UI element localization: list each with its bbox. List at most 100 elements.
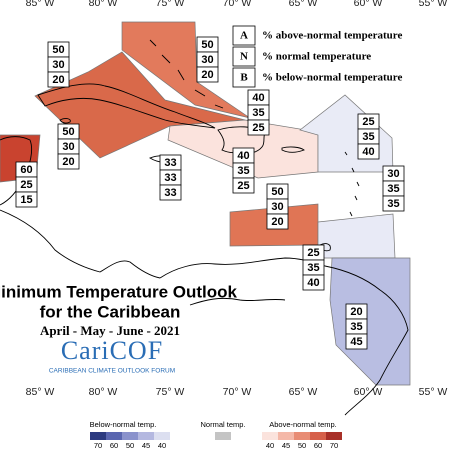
lon-label: 65° W <box>289 0 318 9</box>
probability-value: 33 <box>164 172 176 184</box>
probability-value: 33 <box>164 157 176 169</box>
probability-value: 30 <box>387 168 399 180</box>
colorbar-tick: 70 <box>94 441 102 450</box>
coastlines <box>0 39 409 416</box>
lon-label: 60° W <box>354 386 383 398</box>
probability-cell <box>232 177 255 194</box>
region-probabilities: 33 33 33 <box>159 154 182 201</box>
probability-cell <box>345 333 368 350</box>
legend-text: % above-normal temperature <box>262 30 402 42</box>
colorbar-swatch <box>90 432 106 440</box>
probability-value: 25 <box>362 116 374 128</box>
colorbar-swatch <box>310 432 326 440</box>
probability-cell <box>57 153 80 170</box>
colorbar-tick: 60 <box>110 441 118 450</box>
probability-value: 60 <box>20 164 32 176</box>
lon-label: 75° W <box>156 386 185 398</box>
legend-key: N <box>240 51 248 63</box>
colorbar-swatch <box>278 432 294 440</box>
probability-value: 20 <box>201 69 213 81</box>
region-probabilities: 40 35 25 <box>247 89 270 136</box>
colorbar-label: Above-normal temp. <box>269 420 337 429</box>
lon-label: 65° W <box>289 386 318 398</box>
region-probabilities: 40 35 25 <box>232 147 255 194</box>
probability-value: 50 <box>62 126 74 138</box>
region-probabilities: 20 35 45 <box>345 303 368 350</box>
probability-cell <box>266 213 289 230</box>
probability-value: 25 <box>20 179 32 191</box>
probability-cell <box>302 274 325 291</box>
colorbar-swatch <box>326 432 342 440</box>
colorbar-tick: 40 <box>266 441 274 450</box>
probability-value: 20 <box>52 74 64 86</box>
probability-value: 30 <box>52 59 64 71</box>
probability-value: 25 <box>252 122 264 134</box>
colorbar-tick: 60 <box>314 441 322 450</box>
lon-label: 55° W <box>419 386 448 398</box>
colorbar-swatch <box>122 432 138 440</box>
probability-value: 50 <box>52 44 64 56</box>
logo-subtitle: CARIBBEAN CLIMATE OUTLOOK FORUM <box>49 368 175 375</box>
region-probabilities: 50 30 20 <box>196 36 219 83</box>
colorbar-swatch <box>262 432 278 440</box>
zone <box>34 51 246 159</box>
probability-cell <box>382 195 405 212</box>
colorbar-swatch <box>215 432 231 440</box>
probability-value: 40 <box>307 277 319 289</box>
probability-value: 30 <box>62 141 74 153</box>
probability-value: 20 <box>350 306 362 318</box>
lon-label: 60° W <box>354 0 383 9</box>
legend-key: B <box>240 72 248 84</box>
lon-label: 80° W <box>89 386 118 398</box>
probability-value: 35 <box>387 198 399 210</box>
legend-key-box <box>232 67 256 88</box>
lon-label: 70° W <box>223 386 252 398</box>
lon-label: 85° W <box>26 386 55 398</box>
colorbar-swatch <box>106 432 122 440</box>
legend-key-box <box>232 46 256 67</box>
probability-cell <box>15 191 38 208</box>
colorbar-swatch <box>154 432 170 440</box>
legend-text: % normal temperature <box>262 51 371 63</box>
probability-value: 30 <box>271 201 283 213</box>
colorbar-swatch <box>138 432 154 440</box>
colorbar-tick: 50 <box>298 441 306 450</box>
colorbar-swatch <box>294 432 310 440</box>
probability-cell <box>247 119 270 136</box>
colorbar-label: Below-normal temp. <box>90 420 157 429</box>
region-probabilities: 30 35 35 <box>382 165 405 212</box>
lon-label: 55° W <box>419 0 448 9</box>
colorbar-tick: 45 <box>282 441 290 450</box>
probability-value: 45 <box>350 336 362 348</box>
region-probabilities: 60 25 15 <box>15 161 38 208</box>
probability-value: 35 <box>307 262 319 274</box>
probability-value: 40 <box>362 146 374 158</box>
lon-label: 80° W <box>89 0 118 9</box>
probability-cell <box>159 184 182 201</box>
colorbar-tick: 50 <box>126 441 134 450</box>
logo: CariCOF <box>61 336 163 365</box>
lon-label: 85° W <box>26 0 55 9</box>
probability-value: 50 <box>271 186 283 198</box>
probability-cell <box>196 66 219 83</box>
probability-value: 20 <box>62 156 74 168</box>
colorbar-label: Normal temp. <box>200 420 245 429</box>
probability-value: 15 <box>20 194 32 206</box>
zone <box>317 213 396 259</box>
probability-value: 50 <box>201 39 213 51</box>
probability-value: 30 <box>201 54 213 66</box>
region-probabilities: 50 30 20 <box>47 41 70 88</box>
lon-label: 70° W <box>223 0 252 9</box>
colorbar: Below-normal temp. Normal temp. Above-norm… <box>90 420 342 450</box>
region-probabilities: 25 35 40 <box>357 113 380 160</box>
region-probabilities: 50 30 20 <box>266 183 289 230</box>
lon-label: 75° W <box>156 0 185 9</box>
probability-value: 25 <box>237 180 249 192</box>
probability-value: 40 <box>252 92 264 104</box>
legend: A % above-normal temperature N % normal tem… <box>232 25 402 88</box>
legend-text: % below-normal temperature <box>262 72 402 84</box>
probability-value: 35 <box>350 321 362 333</box>
period: April - May - June - 2021 <box>40 323 180 338</box>
probability-cell <box>47 71 70 88</box>
